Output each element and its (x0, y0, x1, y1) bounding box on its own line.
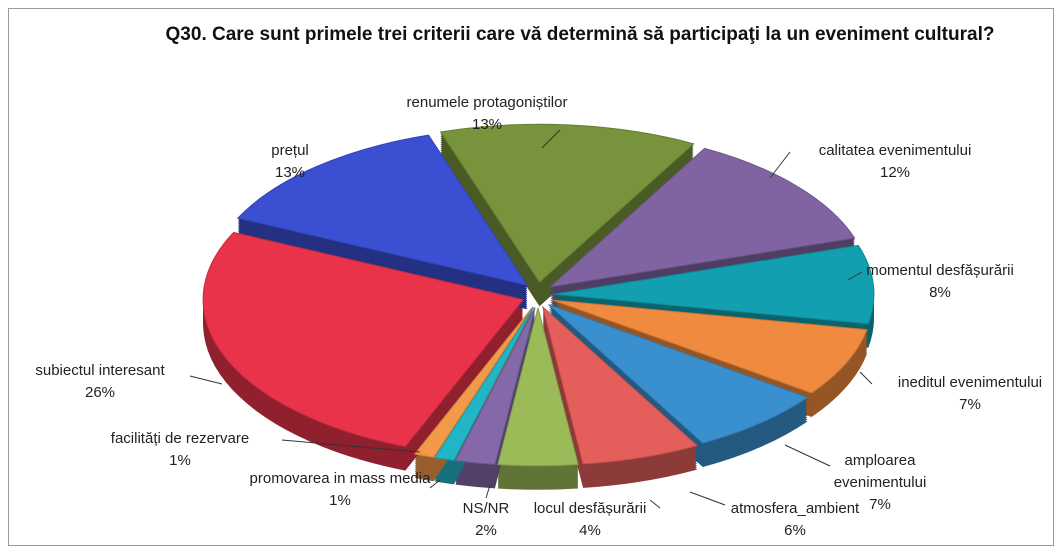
category-label: subiectul interesant (35, 362, 165, 379)
slice (552, 299, 868, 394)
slice (413, 306, 533, 458)
leader-line (784, 444, 831, 467)
value-label: 4% (579, 522, 601, 539)
slice-label: atmosfera_ambient 6% (710, 498, 880, 542)
value-label: 1% (329, 492, 351, 509)
slice-label: renumele protagoniștilor 13% (357, 92, 617, 136)
slice (542, 305, 699, 465)
leader-line (689, 491, 726, 506)
slice-label: subiectul interesant 26% (0, 360, 200, 404)
category-label: amploarea evenimentului (833, 452, 927, 491)
slice (548, 304, 809, 444)
leader-line (649, 499, 661, 509)
leader-line (541, 129, 561, 149)
category-label: atmosfera_ambient (730, 500, 860, 517)
slice-label: NS/NR 2% (446, 498, 526, 542)
slice (433, 307, 534, 461)
category-label: renumele protagoniștilor (406, 94, 568, 111)
value-label: 13% (471, 116, 503, 133)
leader-line (769, 151, 791, 179)
slice-label: calitatea evenimentului 12% (785, 140, 1005, 184)
leader-line (281, 439, 421, 453)
value-label: 8% (929, 284, 951, 301)
value-label: 6% (784, 522, 806, 539)
slice (548, 147, 856, 288)
slice (497, 307, 579, 467)
chart-frame (8, 8, 1054, 546)
category-label: promovarea in mass media (249, 470, 431, 487)
value-label: 2% (475, 522, 497, 539)
leader-line (859, 371, 873, 385)
leader-line (189, 375, 223, 385)
value-label: 12% (879, 164, 911, 181)
slice (439, 123, 695, 284)
leader-line (847, 271, 863, 281)
chart-title: Q30. Care sunt primele trei criterii car… (165, 24, 995, 45)
value-label: 13% (274, 164, 306, 181)
category-label: momentul desfășurării (866, 262, 1014, 279)
slice-label: amploarea evenimentului 7% (800, 450, 960, 516)
slice (553, 244, 875, 325)
value-label: 7% (869, 496, 891, 513)
leader-line (485, 484, 491, 499)
slice-label: promovarea in mass media 1% (240, 468, 440, 512)
category-label: prețul (271, 142, 309, 159)
category-label: NS/NR (462, 500, 510, 517)
slice-label: ineditul evenimentului 7% (870, 372, 1064, 416)
value-label: 1% (169, 452, 191, 469)
category-label: locul desfășurării (533, 500, 647, 517)
slice-label: locul desfășurării 4% (520, 498, 660, 542)
category-label: ineditul evenimentului (897, 374, 1043, 391)
slice (236, 134, 529, 287)
slice (454, 307, 536, 465)
slice-label: momentul desfășurării 8% (840, 260, 1040, 304)
slice-label: prețul 13% (230, 140, 350, 184)
value-label: 7% (959, 396, 981, 413)
value-label: 26% (84, 384, 116, 401)
leader-line (429, 479, 441, 489)
slice (202, 231, 525, 448)
slice-label: facilități de rezervare 1% (70, 428, 290, 472)
category-label: calitatea evenimentului (818, 142, 972, 159)
category-label: facilități de rezervare (110, 430, 250, 447)
